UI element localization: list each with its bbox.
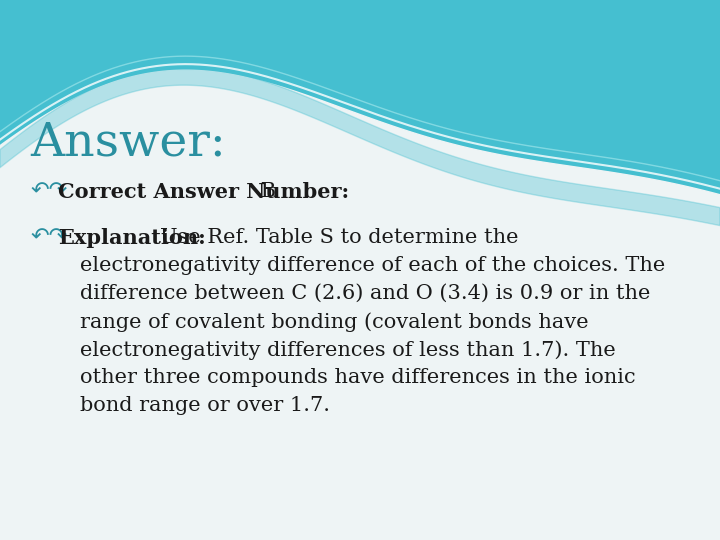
Text: other three compounds have differences in the ionic: other three compounds have differences i… (80, 368, 636, 387)
Text: Correct Answer Number:: Correct Answer Number: (58, 182, 349, 202)
Text: Answer:: Answer: (30, 120, 226, 165)
Text: Explanation:: Explanation: (58, 228, 206, 248)
Text: ↶↷: ↶↷ (30, 182, 67, 202)
Text: ↶↷: ↶↷ (30, 228, 67, 248)
Text: range of covalent bonding (covalent bonds have: range of covalent bonding (covalent bond… (80, 312, 589, 332)
Text: difference between C (2.6) and O (3.4) is 0.9 or in the: difference between C (2.6) and O (3.4) i… (80, 284, 650, 303)
Text: Use Ref. Table S to determine the: Use Ref. Table S to determine the (160, 228, 518, 247)
Text: electronegativity differences of less than 1.7). The: electronegativity differences of less th… (80, 340, 616, 360)
Text: electronegativity difference of each of the choices. The: electronegativity difference of each of … (80, 256, 665, 275)
Text: B: B (254, 182, 276, 201)
Text: bond range or over 1.7.: bond range or over 1.7. (80, 396, 330, 415)
